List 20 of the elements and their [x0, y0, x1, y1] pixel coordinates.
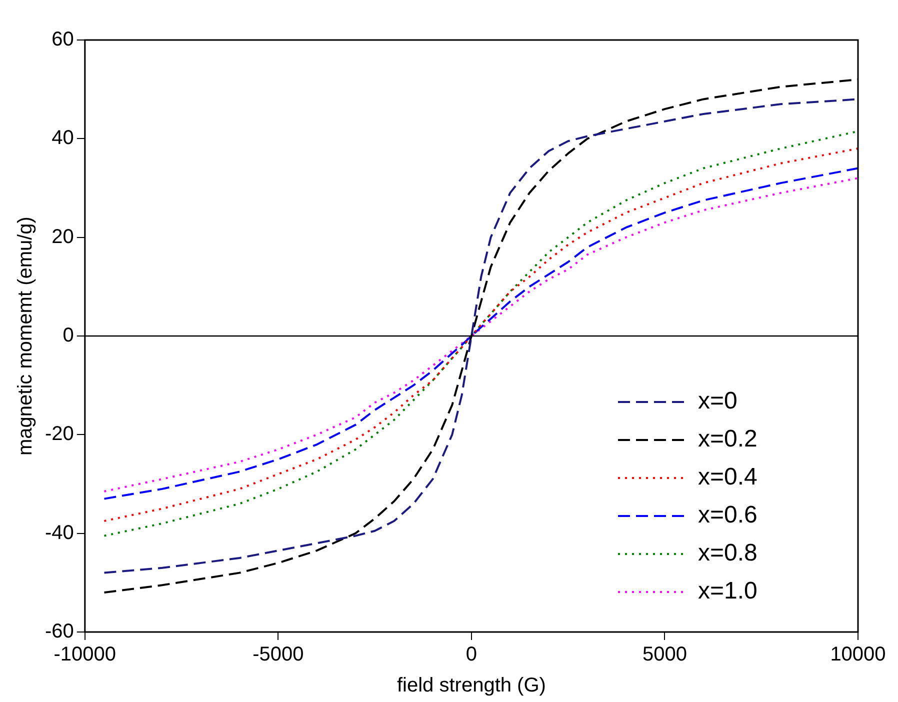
y-tick-label: -40	[45, 522, 74, 544]
x-tick-label: 5000	[642, 644, 687, 666]
y-tick-label: 0	[62, 324, 74, 347]
legend-label: x=0.4	[698, 464, 758, 491]
x-tick-label: 0	[466, 644, 478, 666]
y-tick-label: 20	[52, 226, 74, 248]
legend-label: x=0.6	[698, 502, 758, 529]
y-tick-label: 60	[52, 28, 74, 51]
legend-label: x=0	[698, 388, 738, 415]
x-tick-label: -10000	[54, 644, 116, 666]
legend-label: x=0.8	[698, 540, 758, 567]
y-axis-title: magnetic momemt (emu/g)	[14, 216, 37, 456]
legend-label: x=1.0	[698, 578, 758, 605]
x-axis-title: field strength (G)	[396, 674, 546, 697]
y-tick-label: 40	[52, 127, 74, 150]
y-tick-label: -60	[45, 620, 74, 643]
x-tick-label: -5000	[252, 644, 304, 666]
x-tick-label: 10000	[830, 644, 886, 666]
legend-label: x=0.2	[698, 426, 758, 453]
y-tick-label: -20	[45, 423, 74, 446]
